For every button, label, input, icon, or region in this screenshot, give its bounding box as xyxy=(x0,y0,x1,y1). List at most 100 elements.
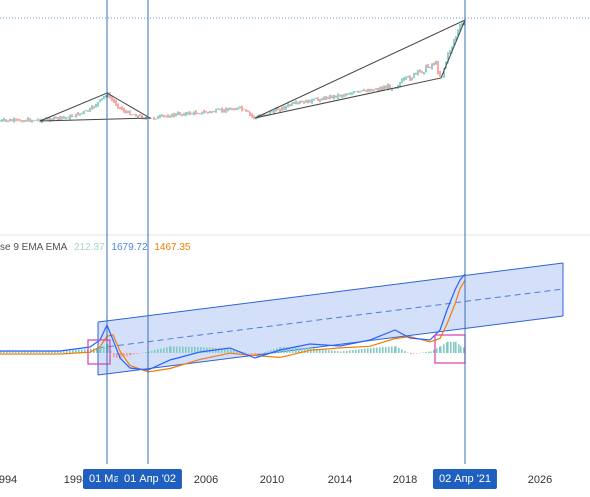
histogram-bar xyxy=(407,352,409,353)
histogram-bar xyxy=(203,347,205,353)
histogram-bar xyxy=(99,347,101,353)
chart-canvas[interactable] xyxy=(0,0,590,464)
histogram-bar xyxy=(3,350,5,353)
histogram-bar xyxy=(251,353,253,354)
histogram-bar xyxy=(316,348,318,353)
histogram-bar xyxy=(48,350,50,353)
histogram-bar xyxy=(116,353,118,358)
histogram-bar xyxy=(463,347,465,353)
histogram-bar xyxy=(78,349,80,353)
histogram-bar xyxy=(446,342,448,353)
histogram-bar xyxy=(182,346,184,353)
histogram-bar xyxy=(96,348,98,353)
histogram-bar xyxy=(90,348,92,353)
histogram-bar xyxy=(33,350,35,353)
axis-tick-2018: 2018 xyxy=(392,474,418,486)
histogram-bar xyxy=(81,349,83,353)
time-axis[interactable]: 994 1998 2006 2010 2014 2018 2026 01 Мар… xyxy=(0,464,590,497)
histogram-bar xyxy=(245,352,247,353)
histogram-bar xyxy=(304,347,306,353)
histogram-bar xyxy=(248,353,250,354)
histogram-bar xyxy=(57,350,59,353)
macd-legend[interactable]: se 9 EMA EMA 212.37 1679.72 1467.35 xyxy=(0,242,195,253)
histogram-bar xyxy=(30,350,32,353)
histogram-bar xyxy=(227,348,229,353)
highlight-box-left[interactable] xyxy=(87,339,111,365)
histogram-bar xyxy=(416,353,418,354)
histogram-bar xyxy=(0,350,2,353)
histogram-bar xyxy=(39,350,41,353)
histogram-bar xyxy=(130,353,132,355)
histogram-bar xyxy=(430,351,432,353)
histogram-bar xyxy=(422,352,424,353)
histogram-bar xyxy=(370,348,372,353)
histogram-bar xyxy=(136,353,138,354)
histogram-bar xyxy=(113,353,115,358)
histogram-bar xyxy=(133,353,135,355)
histogram-bar xyxy=(379,347,381,353)
histogram-bar xyxy=(328,350,330,353)
histogram-bar xyxy=(230,348,232,353)
channel-upper-line[interactable] xyxy=(97,262,564,323)
histogram-bar xyxy=(218,348,220,353)
price-pane xyxy=(0,21,465,123)
histogram-bar xyxy=(84,349,86,353)
histogram-bar xyxy=(340,351,342,353)
histogram-bar xyxy=(163,347,165,353)
histogram-bar xyxy=(54,350,56,353)
histogram-bar xyxy=(458,344,460,353)
date-flag-2[interactable]: 01 Апр '02 xyxy=(117,469,183,489)
channel-median-line[interactable] xyxy=(97,288,564,349)
triangle-drawing-1[interactable] xyxy=(39,92,152,122)
histogram-bar xyxy=(120,353,122,359)
histogram-bar xyxy=(373,347,375,353)
histogram-bar xyxy=(151,350,153,353)
histogram-bar xyxy=(191,346,193,353)
histogram-bar xyxy=(295,347,297,353)
histogram-bar xyxy=(337,351,339,353)
histogram-bar xyxy=(450,341,452,353)
histogram-bar xyxy=(255,353,257,355)
histogram-bar xyxy=(123,353,125,358)
histogram-bar xyxy=(157,349,159,353)
histogram-bar xyxy=(258,353,260,354)
triangle-drawing-2[interactable] xyxy=(254,19,466,119)
histogram-bar xyxy=(428,351,430,353)
histogram-bar xyxy=(443,344,445,353)
histogram-bar xyxy=(440,346,442,353)
histogram-bar xyxy=(391,346,393,353)
histogram-bar xyxy=(215,348,217,353)
histogram-bar xyxy=(139,353,141,354)
histogram-bar xyxy=(313,348,315,353)
histogram-bar xyxy=(413,353,415,354)
histogram-bar xyxy=(455,341,457,353)
histogram-bar xyxy=(18,350,20,353)
axis-tick-2006: 2006 xyxy=(193,474,219,486)
histogram-bar xyxy=(361,349,363,353)
histogram-bar xyxy=(261,353,263,354)
histogram-bar xyxy=(264,352,266,353)
histogram-bar xyxy=(185,346,187,353)
histogram-bar xyxy=(460,346,462,353)
histogram-bar xyxy=(72,349,74,353)
signal-value: 1467.35 xyxy=(154,242,191,253)
histogram-bar xyxy=(419,352,421,354)
histogram-bar xyxy=(169,346,171,353)
histogram-bar xyxy=(301,347,303,353)
histogram-value: 212.37 xyxy=(74,242,105,253)
histogram-bar xyxy=(286,347,288,353)
histogram-bar xyxy=(24,350,26,353)
histogram-bar xyxy=(206,347,208,353)
histogram-bar xyxy=(349,350,351,353)
histogram-bar xyxy=(298,347,300,353)
histogram-bar xyxy=(42,350,44,353)
histogram-bar xyxy=(6,350,8,353)
histogram-bar xyxy=(433,349,435,353)
histogram-bar xyxy=(236,350,238,353)
histogram-bar xyxy=(100,347,102,353)
date-flag-3[interactable]: 02 Апр '21 xyxy=(432,469,498,489)
histogram-bar xyxy=(176,346,178,353)
histogram-bar xyxy=(355,349,357,353)
histogram-bar xyxy=(364,348,366,353)
